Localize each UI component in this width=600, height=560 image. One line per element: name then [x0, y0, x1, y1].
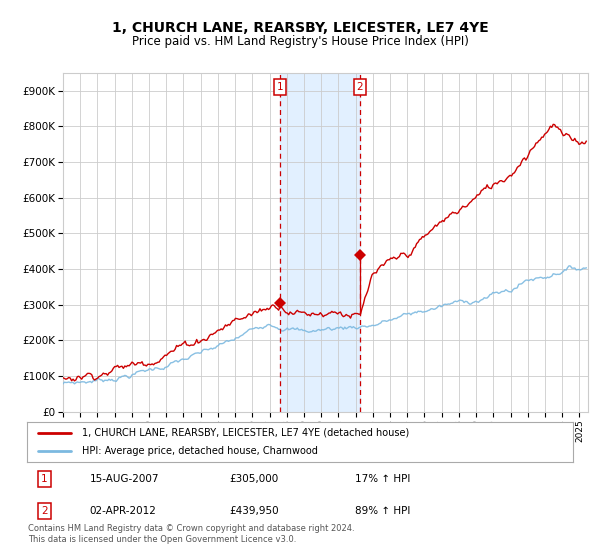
Text: 02-APR-2012: 02-APR-2012 — [90, 506, 157, 516]
Text: 15-AUG-2007: 15-AUG-2007 — [90, 474, 159, 484]
Text: 2: 2 — [41, 506, 48, 516]
Text: This data is licensed under the Open Government Licence v3.0.: This data is licensed under the Open Gov… — [28, 534, 296, 544]
Text: Contains HM Land Registry data © Crown copyright and database right 2024.: Contains HM Land Registry data © Crown c… — [28, 524, 355, 533]
Text: £305,000: £305,000 — [229, 474, 278, 484]
Text: 89% ↑ HPI: 89% ↑ HPI — [355, 506, 410, 516]
Text: 1, CHURCH LANE, REARSBY, LEICESTER, LE7 4YE (detached house): 1, CHURCH LANE, REARSBY, LEICESTER, LE7 … — [82, 428, 409, 437]
Bar — [280, 73, 360, 412]
Text: 1: 1 — [41, 474, 48, 484]
Text: Price paid vs. HM Land Registry's House Price Index (HPI): Price paid vs. HM Land Registry's House … — [131, 35, 469, 48]
Text: 2: 2 — [356, 82, 363, 92]
Text: £439,950: £439,950 — [229, 506, 278, 516]
Text: 1: 1 — [277, 82, 284, 92]
Text: 17% ↑ HPI: 17% ↑ HPI — [355, 474, 410, 484]
Text: HPI: Average price, detached house, Charnwood: HPI: Average price, detached house, Char… — [82, 446, 317, 456]
Text: 1, CHURCH LANE, REARSBY, LEICESTER, LE7 4YE: 1, CHURCH LANE, REARSBY, LEICESTER, LE7 … — [112, 21, 488, 35]
